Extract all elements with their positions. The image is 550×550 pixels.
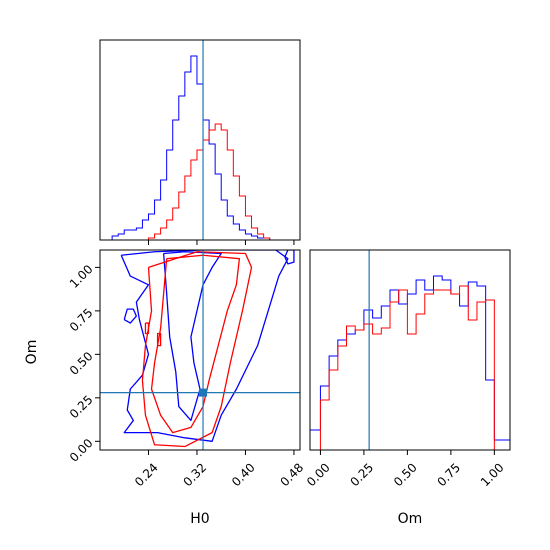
contour-series-1-level-1	[141, 251, 253, 448]
contour-series-0-level-0	[162, 251, 222, 422]
contour-frame	[99, 249, 301, 451]
x-axis-label-om: Om	[398, 511, 423, 527]
contour-series-0-level-2	[123, 308, 138, 324]
contour-series-0-level-3	[284, 250, 295, 265]
histogram-h0-panel	[99, 39, 301, 245]
hist-H0-series-0-step	[111, 55, 271, 240]
y-axis-label-om: Om	[24, 340, 40, 365]
contour-series-0-level-1	[120, 250, 289, 442]
hist-H0-series-1-step	[147, 123, 271, 240]
contour-series-1-level-2	[144, 322, 150, 335]
histogram-om-frame	[309, 249, 511, 451]
hist-Om-series-1-step	[319, 285, 495, 450]
x-axis-label-h0: H0	[190, 511, 209, 527]
histogram-h0-frame	[99, 39, 301, 241]
contour-truth-marker	[199, 388, 208, 397]
contour-series-1-level-3	[156, 332, 162, 347]
